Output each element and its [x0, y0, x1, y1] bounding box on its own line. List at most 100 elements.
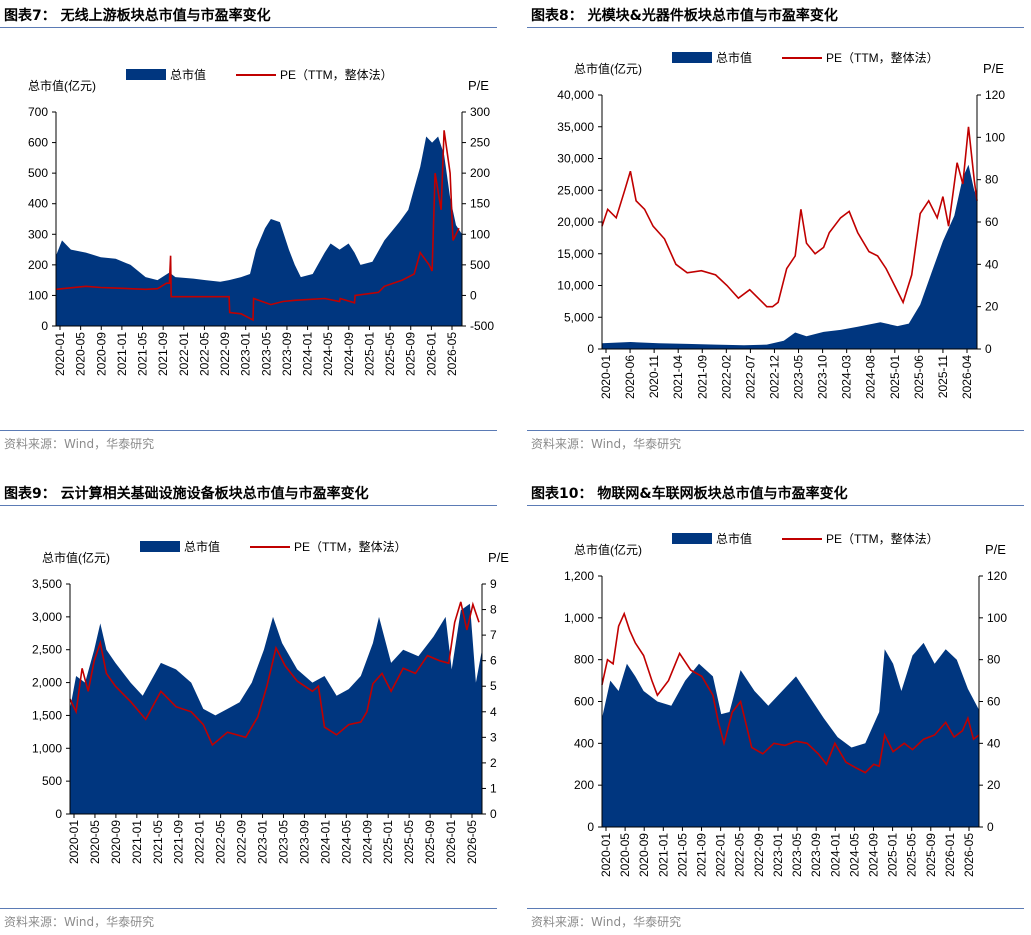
x-tick-label: 2024-09 [360, 820, 374, 864]
x-tick-label: 2023-09 [280, 332, 294, 376]
x-tick-label: 2022-05 [214, 820, 228, 864]
market-cap-area [602, 642, 979, 827]
x-tick-label: 2023-05 [792, 355, 806, 399]
left-tick-label: 400 [28, 197, 48, 211]
legend-line-label: PE（TTM，整体法） [826, 50, 939, 65]
x-tick-label: 2026-01 [444, 820, 458, 864]
left-tick-label: 30,000 [557, 152, 594, 166]
left-tick-label: 0 [55, 807, 62, 821]
chart-title: 图表10： 物联网&车联网板块总市值与市盈率变化 [531, 486, 848, 502]
right-tick-label: 20 [985, 300, 999, 314]
left-tick-label: 100 [28, 288, 48, 302]
legend-area-swatch [126, 69, 166, 80]
source-note: 资料来源：Wind，华泰研究 [4, 915, 155, 929]
chart-panel-fig9: 图表9： 云计算相关基础设施设备板块总市值与市盈率变化 0 500 1,000 1,5… [0, 478, 509, 933]
x-tick-label: 2021-09 [156, 332, 170, 376]
x-tick-label: 2026-01 [943, 833, 957, 877]
x-tick-label: 2023-09 [297, 820, 311, 864]
right-tick-label: 40 [987, 736, 1001, 750]
legend-line-label: PE（TTM，整体法） [280, 67, 393, 82]
right-tick-label: 100 [470, 227, 490, 241]
x-tick-label: 2020-09 [637, 833, 651, 877]
legend-area-swatch [140, 541, 180, 552]
legend-area-swatch [672, 52, 712, 63]
left-tick-label: 600 [28, 136, 48, 150]
right-tick-label: 0 [490, 807, 497, 821]
x-tick-label: 2023-01 [771, 833, 785, 877]
left-tick-label: 10,000 [557, 279, 594, 293]
chart-svg: 0 500 1,000 1,500 2,000 2,500 3,000 3,500 0 1 2 3 4 5… [32, 539, 509, 864]
right-tick-label: 60 [985, 215, 999, 229]
chart-panel-fig8: 图表8： 光模块&光器件板块总市值与市盈率变化 0 5,000 10,000 15,0… [527, 0, 1024, 455]
chart-title: 图表7： 无线上游板块总市值与市盈率变化 [4, 8, 271, 24]
source-note: 资料来源：Wind，华泰研究 [531, 915, 682, 929]
right-tick-label: 60 [987, 695, 1001, 709]
right-tick-label: 1 [490, 781, 497, 795]
x-tick-label: 2026-05 [962, 833, 976, 877]
right-tick-label: 150 [470, 197, 490, 211]
right-tick-label: -500 [470, 319, 494, 333]
x-tick-label: 2023-01 [239, 332, 253, 376]
left-tick-label: 500 [42, 774, 62, 788]
x-tick-label: 2021-05 [136, 332, 150, 376]
left-tick-label: 3,000 [32, 610, 62, 624]
x-tick-label: 2024-09 [342, 332, 356, 376]
x-tick-label: 2025-05 [402, 820, 416, 864]
x-tick-label: 2021-09 [695, 355, 709, 399]
x-tick-label: 2022-12 [767, 355, 781, 399]
legend-line-label: PE（TTM，整体法） [294, 539, 407, 554]
x-tick-label: 2020-09 [94, 332, 108, 376]
right-tick-label: 120 [987, 569, 1007, 583]
right-tick-label: 7 [490, 628, 497, 642]
right-axis-title: P/E [983, 61, 1004, 76]
pe-line [69, 601, 480, 747]
x-tick-label: 2022-09 [235, 820, 249, 864]
left-tick-label: 800 [574, 653, 594, 667]
left-tick-label: 0 [587, 342, 594, 356]
right-tick-label: 40 [985, 257, 999, 271]
left-tick-label: 15,000 [557, 247, 594, 261]
x-tick-label: 2020-05 [618, 833, 632, 877]
x-tick-label: 2023-05 [790, 833, 804, 877]
legend-area-label: 总市值 [716, 50, 752, 65]
source-note: 资料来源：Wind，华泰研究 [4, 437, 155, 451]
title-rule [0, 505, 497, 506]
right-tick-label: 120 [985, 88, 1005, 102]
x-tick-label: 2026-05 [465, 820, 479, 864]
legend-area-swatch [672, 533, 712, 544]
x-tick-label: 2022-01 [177, 332, 191, 376]
x-tick-label: 2023-05 [259, 332, 273, 376]
right-tick-label: 80 [985, 173, 999, 187]
x-tick-label: 2025-01 [362, 332, 376, 376]
right-axis-title: P/E [488, 550, 509, 565]
left-axis-title: 总市值(亿元) [42, 550, 110, 565]
x-tick-label: 2025-06 [912, 355, 926, 399]
left-tick-label: 2,000 [32, 676, 62, 690]
legend-area-label: 总市值 [184, 539, 220, 554]
left-tick-label: 200 [574, 778, 594, 792]
x-tick-label: 2020-05 [74, 332, 88, 376]
legend-line-label: PE（TTM，整体法） [826, 531, 939, 546]
x-tick-label: 2022-09 [752, 833, 766, 877]
left-tick-label: 200 [28, 258, 48, 272]
chart-title: 图表9： 云计算相关基础设施设备板块总市值与市盈率变化 [4, 486, 369, 502]
x-tick-label: 2022-09 [218, 332, 232, 376]
right-tick-label: 2 [490, 756, 497, 770]
right-tick-label: 4 [490, 705, 497, 719]
x-tick-label: 2024-08 [864, 355, 878, 399]
x-tick-label: 2023-10 [816, 355, 830, 399]
x-tick-label: 2021-01 [115, 332, 129, 376]
right-tick-label: 250 [470, 136, 490, 150]
x-tick-label: 2021-05 [151, 820, 165, 864]
x-tick-label: 2020-09 [109, 820, 123, 864]
left-axis-title: 总市值(亿元) [28, 78, 96, 93]
x-tick-label: 2022-02 [719, 355, 733, 399]
chart-svg: 0 5,000 10,000 15,000 20,000 25,000 30,000 35,0… [557, 50, 1005, 399]
market-cap-area [56, 136, 462, 326]
chart-title: 图表8： 光模块&光器件板块总市值与市盈率变化 [531, 8, 838, 24]
source-note: 资料来源：Wind，华泰研究 [531, 437, 682, 451]
title-rule [527, 505, 1024, 506]
x-tick-label: 2024-05 [321, 332, 335, 376]
right-axis-title: P/E [985, 542, 1006, 557]
x-tick-label: 2025-01 [888, 355, 902, 399]
